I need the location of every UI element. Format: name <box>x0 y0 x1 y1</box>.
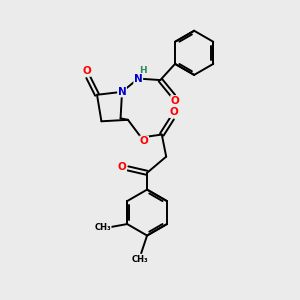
Text: CH₃: CH₃ <box>131 255 148 264</box>
Text: CH₃: CH₃ <box>94 224 111 232</box>
Text: N: N <box>134 74 142 84</box>
Text: O: O <box>169 107 178 118</box>
Text: O: O <box>82 66 91 76</box>
Text: O: O <box>118 162 126 172</box>
Text: N: N <box>118 87 126 97</box>
Text: O: O <box>171 96 179 106</box>
Text: H: H <box>139 66 146 75</box>
Text: O: O <box>140 136 148 146</box>
